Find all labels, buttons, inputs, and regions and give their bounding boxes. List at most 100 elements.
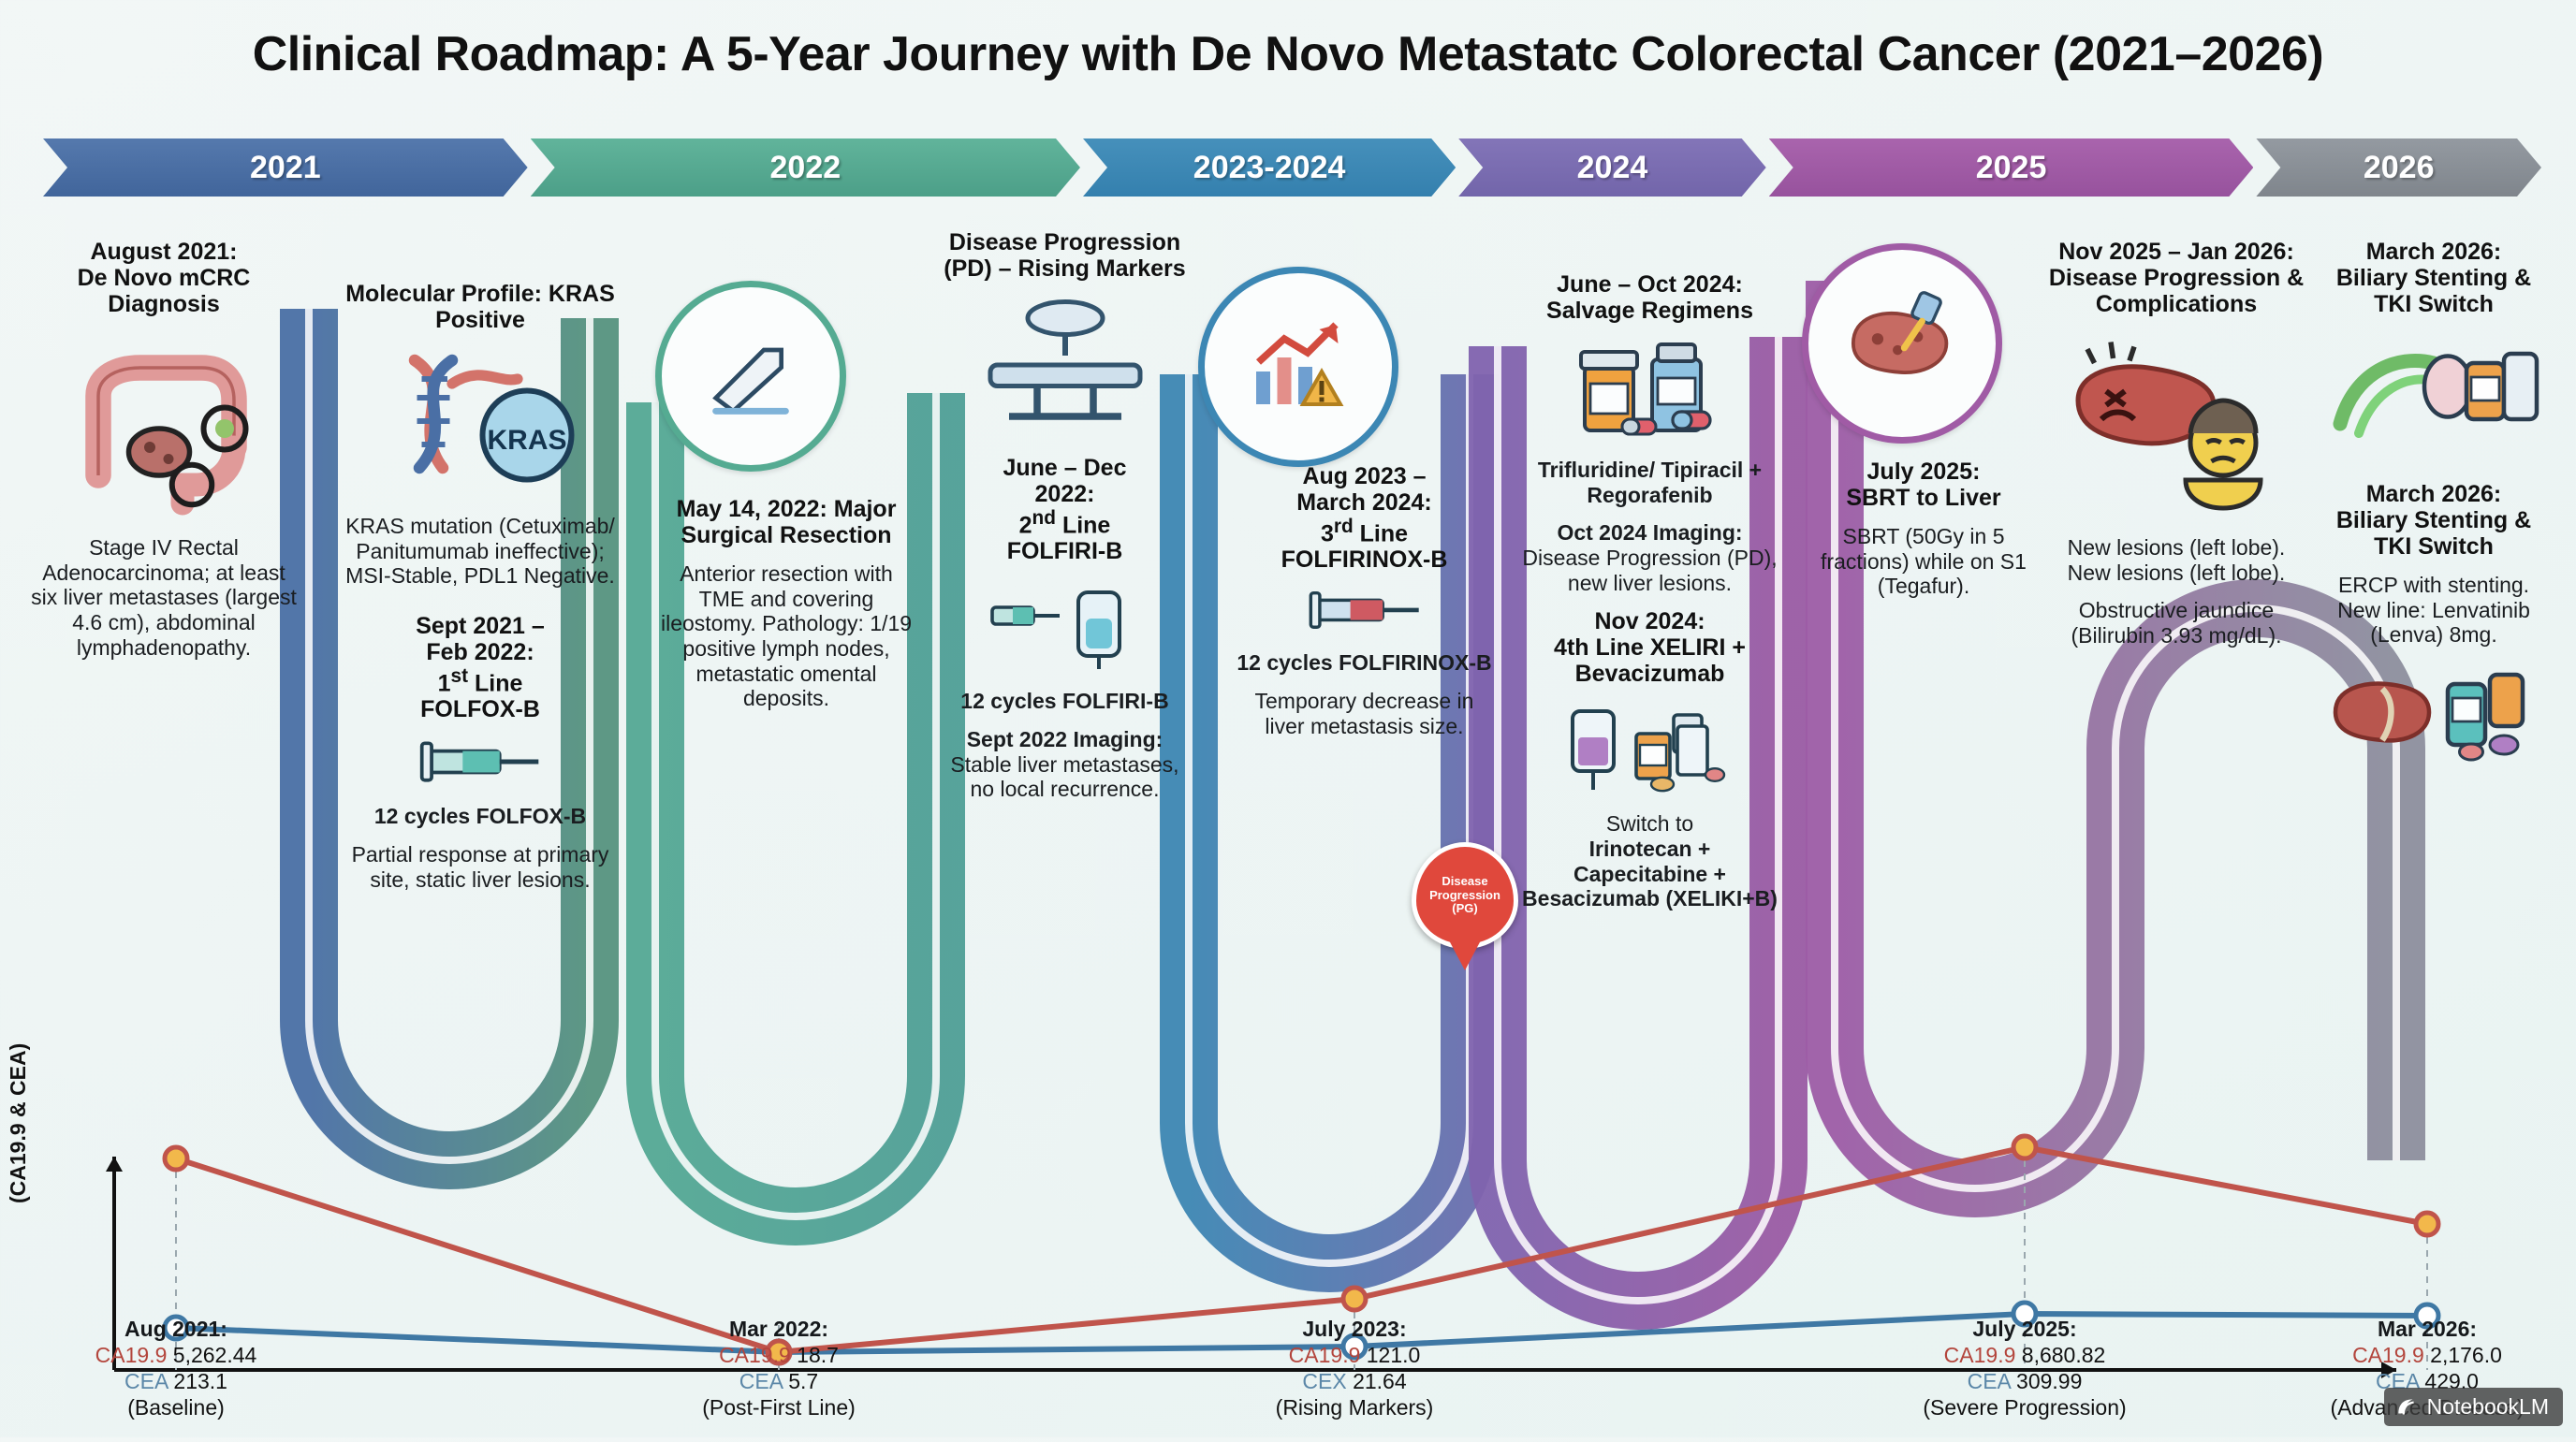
folfox-response: Partial response at primary site, static… [351, 842, 609, 892]
folfiri-cycles: 12 cycles FOLFIRI-B [960, 689, 1169, 714]
point-date: Aug 2021: [124, 1316, 227, 1341]
ca199-value: 5,262.44 [172, 1342, 257, 1367]
bile-duct-stent-icon [2333, 351, 2539, 438]
point-note: (Rising Markers) [1275, 1394, 1434, 1420]
oct-imaging-body: Disease Progression (PD), new liver lesi… [1522, 546, 1778, 595]
cea-value: 309.99 [2016, 1368, 2083, 1393]
sbrt-heading: July 2025: SBRT to Liver [1846, 459, 2001, 511]
year-label: 2024 [1576, 149, 1648, 185]
ca199-value: 121.0 [1366, 1342, 1421, 1367]
ca199-label: CA19.9 [2352, 1342, 2424, 1367]
year-segment-2024: 2024 [1458, 138, 1766, 197]
svg-text:KRAS: KRAS [487, 425, 566, 456]
syringe-iv-icon [989, 590, 1121, 670]
liver-radiation-icon [1851, 291, 1949, 374]
scalpel-medallion [655, 281, 846, 472]
folfox-cycles: 12 cycles FOLFOX-B [373, 804, 587, 829]
dna-kras-icon: KRAS [408, 354, 575, 483]
column-biliary: March 2026: Biliary Stenting & TKI Switc… [2317, 239, 2551, 768]
column-molecular: Molecular Profile: KRAS Positive KRAS KR… [344, 281, 616, 892]
ca199-value: 18.7 [797, 1342, 839, 1367]
year-segment-2023-2024: 2023-2024 [1083, 138, 1456, 197]
notebooklm-icon [2397, 1398, 2414, 1415]
sbrt-liver-medallion [1802, 243, 2002, 444]
liver-pills-icon [2333, 672, 2525, 762]
biliary-body: ERCP with stenting. New line: Lenvatinib… [2337, 573, 2530, 648]
pg-marker-pin: Disease Progression (PG) [1412, 842, 1518, 949]
column-surgery: May 14, 2022: Major Surgical Resection A… [655, 496, 917, 711]
cea-value: 21.64 [1353, 1368, 1407, 1393]
syringe-icon [1309, 591, 1419, 630]
operating-table-icon [988, 299, 1142, 420]
cea-label: CEX [1302, 1368, 1347, 1393]
notebooklm-watermark: NotebookLM [2383, 1388, 2563, 1426]
molecular-body: KRAS mutation (Cetuximab/ Panitumumab in… [345, 514, 615, 589]
year-segment-2022: 2022 [531, 138, 1080, 197]
switch-label: Switch to [1605, 811, 1694, 837]
column-salvage: June – Oct 2024: Salvage Regimens Triflu… [1521, 271, 1778, 911]
surgery-heading: May 14, 2022: Major Surgical Resection [676, 496, 897, 548]
cea-label: CEA [739, 1368, 783, 1393]
point-date: July 2023: [1302, 1316, 1407, 1341]
colon-anatomy-icon [85, 355, 249, 516]
folfirinox-body: Temporary decrease in liver metastasis s… [1254, 689, 1474, 738]
pin-line-1: Disease [1442, 874, 1488, 889]
second-line-heading: June – Dec 2022: 2nd Line FOLFIRI-B [1003, 455, 1127, 565]
page-title: Clinical Roadmap: A 5-Year Journey with … [252, 27, 2324, 81]
point-note: (Baseline) [127, 1394, 225, 1420]
year-banner: 2021 2022 2023-2024 2024 2025 2026 [43, 138, 2544, 197]
progression-chart-medallion [1198, 267, 1398, 467]
progression-heading: Disease Progression (PD) – Rising Marker… [944, 229, 1186, 282]
column-progression: Disease Progression (PD) – Rising Marker… [936, 229, 1193, 802]
surgery-body: Anterior resection with TME and covering… [660, 561, 913, 711]
ca199-value: 8,680.82 [2021, 1342, 2106, 1367]
column-complications: Nov 2025 – Jan 2026: Disease Progression… [2045, 239, 2307, 648]
diagnosis-heading: August 2021: De Novo mCRC Diagnosis [77, 239, 251, 317]
ca199-label: CA19.9 [1288, 1342, 1361, 1367]
column-diagnosis: August 2021: De Novo mCRC Diagnosis Stag… [28, 239, 300, 660]
year-segment-2025: 2025 [1769, 138, 2254, 197]
syringe-icon [419, 741, 539, 782]
sept-imaging-body: Stable liver metastases, no local recurr… [950, 751, 1179, 802]
cea-label: CEA [1967, 1368, 2011, 1393]
sbrt-body: SBRT (50Gy in 5 fractions) while on S1 (… [1821, 524, 2027, 599]
year-label: 2026 [2363, 149, 2435, 185]
fourth-line-heading: Nov 2024: 4th Line XELIRI + Bevacizumab [1554, 608, 1746, 688]
cea-label: CEA [124, 1368, 168, 1393]
year-label: 2025 [1975, 149, 2047, 185]
chart-xlabel-3: July 2025: CA19.9 8,680.82 CEA 309.99 (S… [1884, 1316, 2165, 1420]
chart-y-axis-label: Tumor Marker Trends (CA19.9 & CEA) [0, 966, 30, 1203]
molecular-heading: Molecular Profile: KRAS Positive [345, 281, 615, 333]
diagnosis-body: Stage IV Rectal Adenocarcinoma; at least… [31, 535, 297, 660]
salvage-drugs: Trifluridine/ Tipiracil + Regorafenib [1537, 458, 1763, 507]
point-date: Mar 2022: [728, 1316, 829, 1341]
year-segment-2021: 2021 [43, 138, 528, 197]
cea-value: 5.7 [788, 1368, 819, 1393]
angry-liver-jaundice-icon [2075, 342, 2263, 511]
chart-xlabel-0: Aug 2021: CA19.9 5,262.44 CEA 213.1 (Bas… [36, 1316, 316, 1420]
ca199-label: CA19.9 [1943, 1342, 2016, 1367]
ca199-label: CA19.9 [95, 1342, 168, 1367]
chart-xlabel-1: Mar 2022: CA19.9 18.7 CEA 5.7 (Post-Firs… [638, 1316, 919, 1420]
chart-xlabel-2: July 2023: CA19.9 121.0 CEX 21.64 (Risin… [1214, 1316, 1495, 1420]
complications-heading: Nov 2025 – Jan 2026: Disease Progression… [2048, 239, 2305, 317]
chart-plot [106, 1133, 2441, 1378]
pin-line-3: (PG) [1452, 901, 1478, 916]
ca199-label: CA19.9 [719, 1342, 791, 1367]
point-note: (Post-First Line) [702, 1394, 856, 1420]
year-segment-2026: 2026 [2256, 138, 2541, 197]
pill-bottles-icon [1578, 342, 1712, 436]
scalpel-icon [712, 347, 789, 415]
year-label: 2022 [769, 149, 842, 185]
biliary-heading-2: March 2026: Biliary Stenting & TKI Switc… [2335, 481, 2532, 560]
sept-imaging-heading: Sept 2022 Imaging: [966, 727, 1164, 751]
biliary-heading: March 2026: Biliary Stenting & TKI Switc… [2335, 239, 2532, 317]
column-folfirinox: Aug 2023 – March 2024: 3rd Line FOLFIRINOX-… [1236, 463, 1493, 738]
year-label: 2023-2024 [1193, 149, 1346, 185]
year-label: 2021 [250, 149, 321, 185]
ca199-value: 2,176.0 [2430, 1342, 2502, 1367]
oct-imaging-heading: Oct 2024 Imaging: [1557, 520, 1743, 546]
point-note: (Severe Progression) [1923, 1394, 2127, 1420]
iv-bag-vials-icon [1570, 709, 1725, 793]
